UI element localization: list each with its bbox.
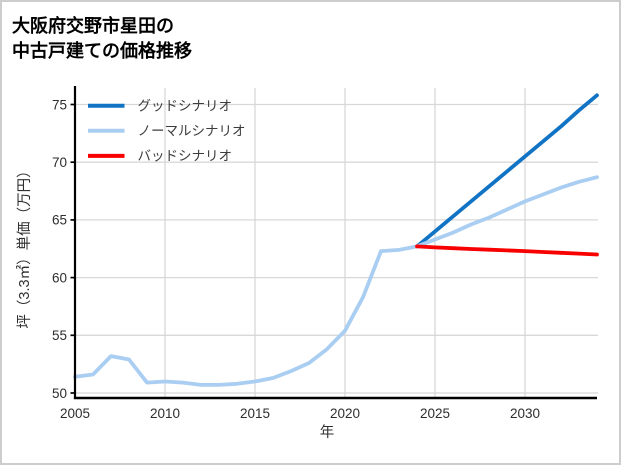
- y-tick-label: 60: [52, 270, 67, 285]
- x-tick-label: 2025: [420, 406, 450, 421]
- series-line-bad: [415, 244, 599, 257]
- chart-title-line2: 中古戸建ての価格推移: [12, 41, 192, 61]
- legend-label-bad: バッドシナリオ: [138, 149, 233, 164]
- x-tick-label: 2030: [510, 406, 540, 421]
- y-tick-label: 55: [52, 328, 67, 343]
- x-tick-label: 2020: [330, 406, 360, 421]
- x-tick-label: 2010: [150, 406, 180, 421]
- x-tick-label: 2015: [240, 406, 270, 421]
- y-tick-label: 75: [52, 97, 67, 112]
- chart-title: 大阪府交野市星田の 中古戸建ての価格推移: [12, 14, 192, 64]
- series-line-good: [415, 93, 599, 249]
- y-axis-label: 坪（3.3㎡）単価（万円）: [16, 163, 33, 328]
- legend-label-good: グッドシナリオ: [138, 99, 233, 114]
- legend-label-normal: ノーマルシナリオ: [138, 124, 246, 139]
- y-tick-label: 50: [52, 386, 67, 401]
- series-line-normal: [73, 175, 599, 387]
- y-tick-label: 65: [52, 213, 67, 228]
- y-tick-label: 70: [52, 155, 67, 170]
- x-axis-label: 年: [320, 424, 335, 441]
- x-tick-label: 2005: [60, 406, 90, 421]
- chart-title-line1: 大阪府交野市星田の: [12, 16, 174, 36]
